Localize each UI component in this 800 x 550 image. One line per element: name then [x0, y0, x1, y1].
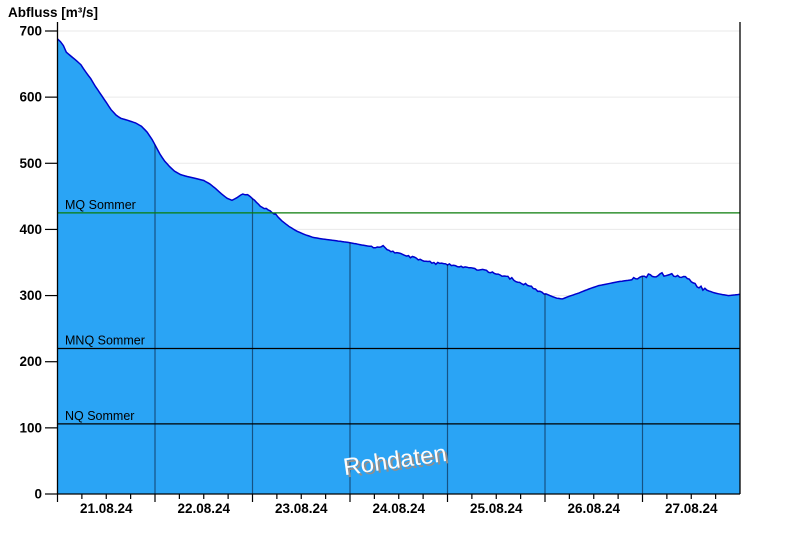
tick-labels: 0 100 200 300 400 500 600 700 21.08.24 22.08.24 23…	[19, 24, 718, 517]
x-day-label: 26.08.24	[567, 501, 620, 516]
discharge-curve-edge	[56, 38, 741, 300]
y-tick-label: 300	[19, 288, 42, 303]
y-tick-label: 100	[19, 420, 42, 435]
discharge-area-layer	[56, 38, 741, 495]
chart-title: Abfluss [m³/s]	[8, 5, 98, 20]
x-day-label: 22.08.24	[177, 501, 230, 516]
y-tick-label: 700	[19, 24, 42, 39]
y-tick-label: 400	[19, 222, 42, 237]
x-day-label: 25.08.24	[470, 501, 523, 516]
axes	[45, 22, 741, 502]
discharge-area-fill	[57, 38, 740, 495]
reference-line-label-0: MQ Sommer	[65, 198, 136, 212]
x-day-label: 23.08.24	[275, 501, 328, 516]
y-tick-label: 500	[19, 156, 42, 171]
reference-line-label-1: MNQ Sommer	[65, 333, 145, 347]
x-day-label: 27.08.24	[665, 501, 718, 516]
x-day-label: 21.08.24	[80, 501, 133, 516]
reference-lines: MQ Sommer MNQ Sommer NQ Sommer	[57, 198, 740, 425]
y-tick-label: 0	[34, 487, 42, 502]
reference-line-label-2: NQ Sommer	[65, 409, 134, 423]
y-tick-label: 200	[19, 354, 42, 369]
y-tick-label: 600	[19, 90, 42, 105]
watermark: Rohdaten Rohdaten	[342, 440, 451, 483]
x-day-label: 24.08.24	[372, 501, 425, 516]
